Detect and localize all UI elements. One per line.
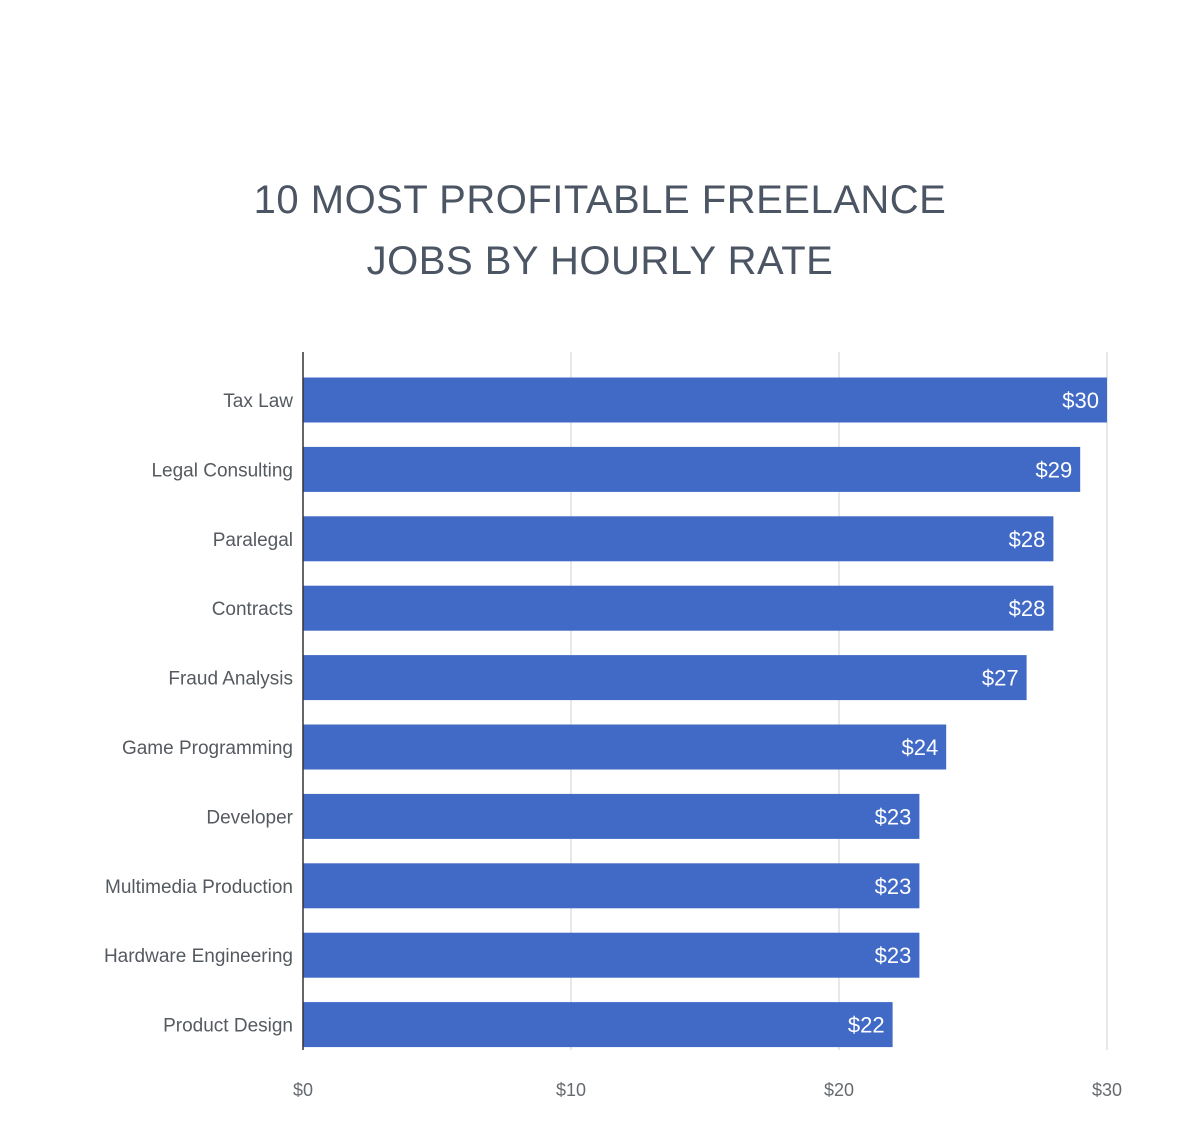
bar-fraud-analysis — [303, 655, 1027, 701]
category-label-paralegal: Paralegal — [213, 530, 293, 551]
category-label-tax-law: Tax Law — [223, 391, 293, 412]
data-label-fraud-analysis: $27 — [982, 666, 1019, 691]
x-tick-label-10: $10 — [556, 1080, 586, 1100]
x-axis-tick-labels: $0 $10 $20 $30 — [293, 1080, 1122, 1100]
category-label-multimedia-production: Multimedia Production — [105, 877, 293, 898]
category-label-game-programming: Game Programming — [122, 738, 293, 759]
bar-contracts — [303, 585, 1054, 631]
category-label-product-design: Product Design — [163, 1016, 293, 1037]
category-label-contracts: Contracts — [212, 599, 293, 620]
x-tick-label-20: $20 — [824, 1080, 854, 1100]
data-label-legal-consulting: $29 — [1035, 457, 1072, 482]
chart-title-line-1: 10 MOST PROFITABLE FREELANCE — [254, 178, 947, 222]
category-label-developer: Developer — [206, 807, 293, 828]
chart-title: 10 MOST PROFITABLE FREELANCE JOBS BY HOU… — [254, 178, 947, 283]
data-label-hardware-engineering: $23 — [875, 943, 912, 968]
data-label-game-programming: $24 — [901, 735, 938, 760]
bar-paralegal — [303, 516, 1054, 562]
data-label-paralegal: $28 — [1009, 527, 1046, 552]
x-tick-label-0: $0 — [293, 1080, 313, 1100]
data-label-developer: $23 — [875, 804, 912, 829]
bar-developer — [303, 793, 920, 839]
category-label-legal-consulting: Legal Consulting — [151, 460, 293, 481]
category-label-hardware-engineering: Hardware Engineering — [104, 946, 293, 967]
data-label-tax-law: $30 — [1062, 388, 1099, 413]
bar-multimedia-production — [303, 863, 920, 909]
bar-product-design — [303, 1002, 893, 1048]
bars — [303, 377, 1107, 1048]
x-tick-label-30: $30 — [1092, 1080, 1122, 1100]
bar-game-programming — [303, 724, 947, 770]
bar-legal-consulting — [303, 446, 1081, 492]
data-label-contracts: $28 — [1009, 596, 1046, 621]
data-label-product-design: $22 — [848, 1013, 885, 1038]
chart-title-line-2: JOBS BY HOURLY RATE — [367, 239, 834, 283]
data-label-multimedia-production: $23 — [875, 874, 912, 899]
bar-hardware-engineering — [303, 932, 920, 978]
bar-tax-law — [303, 377, 1107, 423]
category-label-fraud-analysis: Fraud Analysis — [168, 669, 293, 690]
category-labels: Tax Law Legal Consulting Paralegal Contract… — [104, 391, 294, 1037]
data-labels: $30 $29 $28 $28 $27 $24 $23 $23 $23 $22 — [848, 388, 1099, 1038]
